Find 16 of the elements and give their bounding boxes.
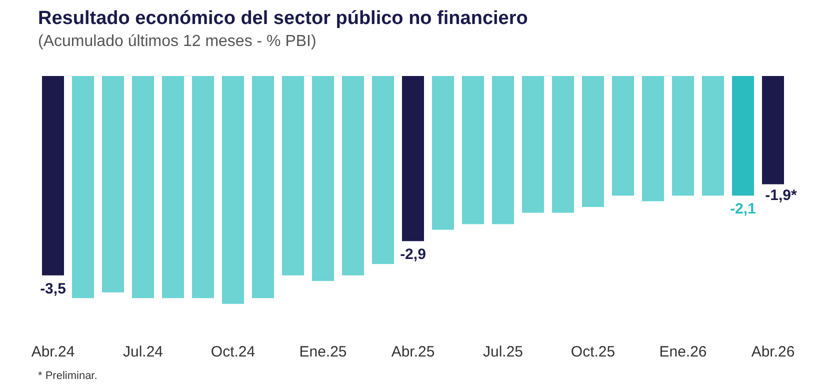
x-tick-label: Ene.26 (659, 344, 707, 361)
data-label: -3,5 (40, 280, 66, 298)
chart-title: Resultado económico del sector público no financiero (38, 8, 528, 30)
text: * Preliminar. (38, 370, 98, 382)
x-tick-label: Abr.26 (751, 344, 795, 361)
x-tick-label: Ene.25 (299, 344, 347, 361)
x-tick-label: Abr.24 (31, 344, 75, 361)
x-tick-label: Jul.24 (122, 344, 164, 361)
data-label: -2,9 (400, 246, 426, 264)
data-label: -1,9* (765, 187, 798, 204)
x-tick-label: Oct.25 (570, 344, 616, 361)
x-tick-label: Oct.24 (210, 344, 256, 361)
chart-subtitle: (Acumulado últimos 12 meses - % PBI) (38, 33, 316, 51)
x-tick-label: Abr.25 (391, 344, 435, 361)
data-label: -2,1 (730, 200, 756, 218)
x-tick-label: Jul.25 (482, 344, 524, 361)
